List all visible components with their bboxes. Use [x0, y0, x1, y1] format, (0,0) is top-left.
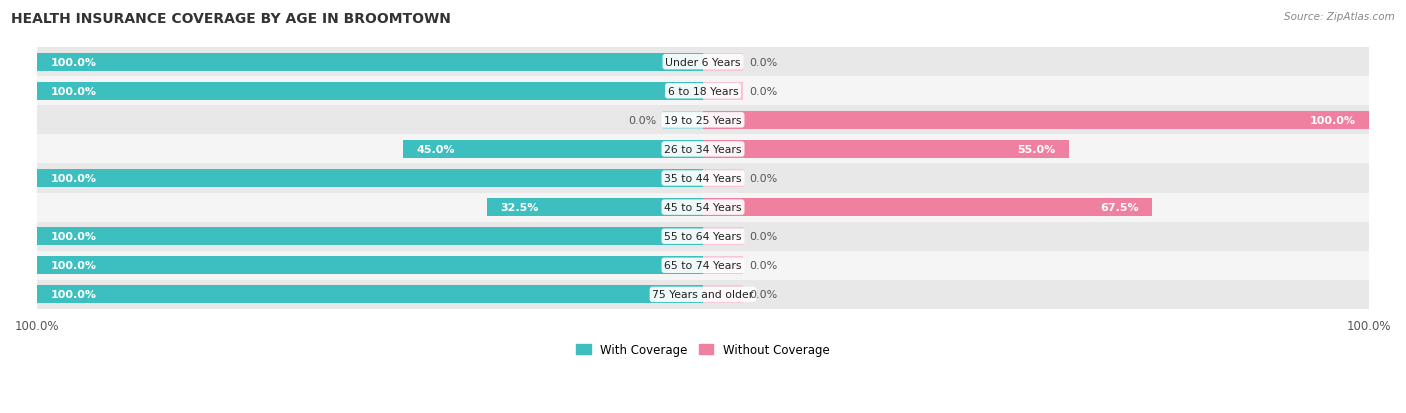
- Text: 100.0%: 100.0%: [51, 261, 97, 271]
- Bar: [37, 164, 1369, 193]
- Bar: [664, 112, 703, 130]
- Bar: [37, 228, 703, 246]
- Bar: [404, 140, 703, 159]
- Text: 55 to 64 Years: 55 to 64 Years: [664, 232, 742, 242]
- Text: 6 to 18 Years: 6 to 18 Years: [668, 87, 738, 97]
- Text: 45.0%: 45.0%: [416, 145, 456, 154]
- Bar: [486, 199, 703, 216]
- Text: 100.0%: 100.0%: [51, 57, 97, 67]
- Text: HEALTH INSURANCE COVERAGE BY AGE IN BROOMTOWN: HEALTH INSURANCE COVERAGE BY AGE IN BROO…: [11, 12, 451, 26]
- Bar: [703, 83, 742, 100]
- Bar: [37, 135, 1369, 164]
- Bar: [37, 77, 1369, 106]
- Bar: [37, 251, 1369, 280]
- Text: 0.0%: 0.0%: [749, 173, 778, 184]
- Bar: [703, 256, 742, 275]
- Text: 55.0%: 55.0%: [1018, 145, 1056, 154]
- Text: 100.0%: 100.0%: [51, 232, 97, 242]
- Bar: [37, 170, 703, 188]
- Text: 100.0%: 100.0%: [51, 87, 97, 97]
- Text: 75 Years and older: 75 Years and older: [652, 290, 754, 300]
- Bar: [37, 83, 703, 100]
- Bar: [703, 170, 742, 188]
- Bar: [37, 54, 703, 71]
- Text: 0.0%: 0.0%: [749, 261, 778, 271]
- Text: 45 to 54 Years: 45 to 54 Years: [664, 203, 742, 213]
- Legend: With Coverage, Without Coverage: With Coverage, Without Coverage: [572, 338, 834, 361]
- Text: 0.0%: 0.0%: [749, 87, 778, 97]
- Text: 0.0%: 0.0%: [749, 290, 778, 300]
- Text: 0.0%: 0.0%: [749, 57, 778, 67]
- Bar: [37, 280, 1369, 309]
- Text: 100.0%: 100.0%: [51, 173, 97, 184]
- Text: 35 to 44 Years: 35 to 44 Years: [664, 173, 742, 184]
- Bar: [37, 193, 1369, 222]
- Text: 32.5%: 32.5%: [501, 203, 538, 213]
- Bar: [703, 140, 1069, 159]
- Text: 26 to 34 Years: 26 to 34 Years: [664, 145, 742, 154]
- Bar: [703, 199, 1153, 216]
- Text: 0.0%: 0.0%: [628, 116, 657, 126]
- Bar: [37, 222, 1369, 251]
- Bar: [703, 54, 742, 71]
- Text: 100.0%: 100.0%: [1309, 116, 1355, 126]
- Text: 0.0%: 0.0%: [749, 232, 778, 242]
- Bar: [37, 48, 1369, 77]
- Text: 67.5%: 67.5%: [1101, 203, 1139, 213]
- Bar: [703, 228, 742, 246]
- Text: 65 to 74 Years: 65 to 74 Years: [664, 261, 742, 271]
- Bar: [703, 286, 742, 304]
- Bar: [703, 112, 1369, 130]
- Bar: [37, 286, 703, 304]
- Bar: [37, 256, 703, 275]
- Text: 19 to 25 Years: 19 to 25 Years: [664, 116, 742, 126]
- Text: 100.0%: 100.0%: [51, 290, 97, 300]
- Bar: [37, 106, 1369, 135]
- Text: Source: ZipAtlas.com: Source: ZipAtlas.com: [1284, 12, 1395, 22]
- Text: Under 6 Years: Under 6 Years: [665, 57, 741, 67]
